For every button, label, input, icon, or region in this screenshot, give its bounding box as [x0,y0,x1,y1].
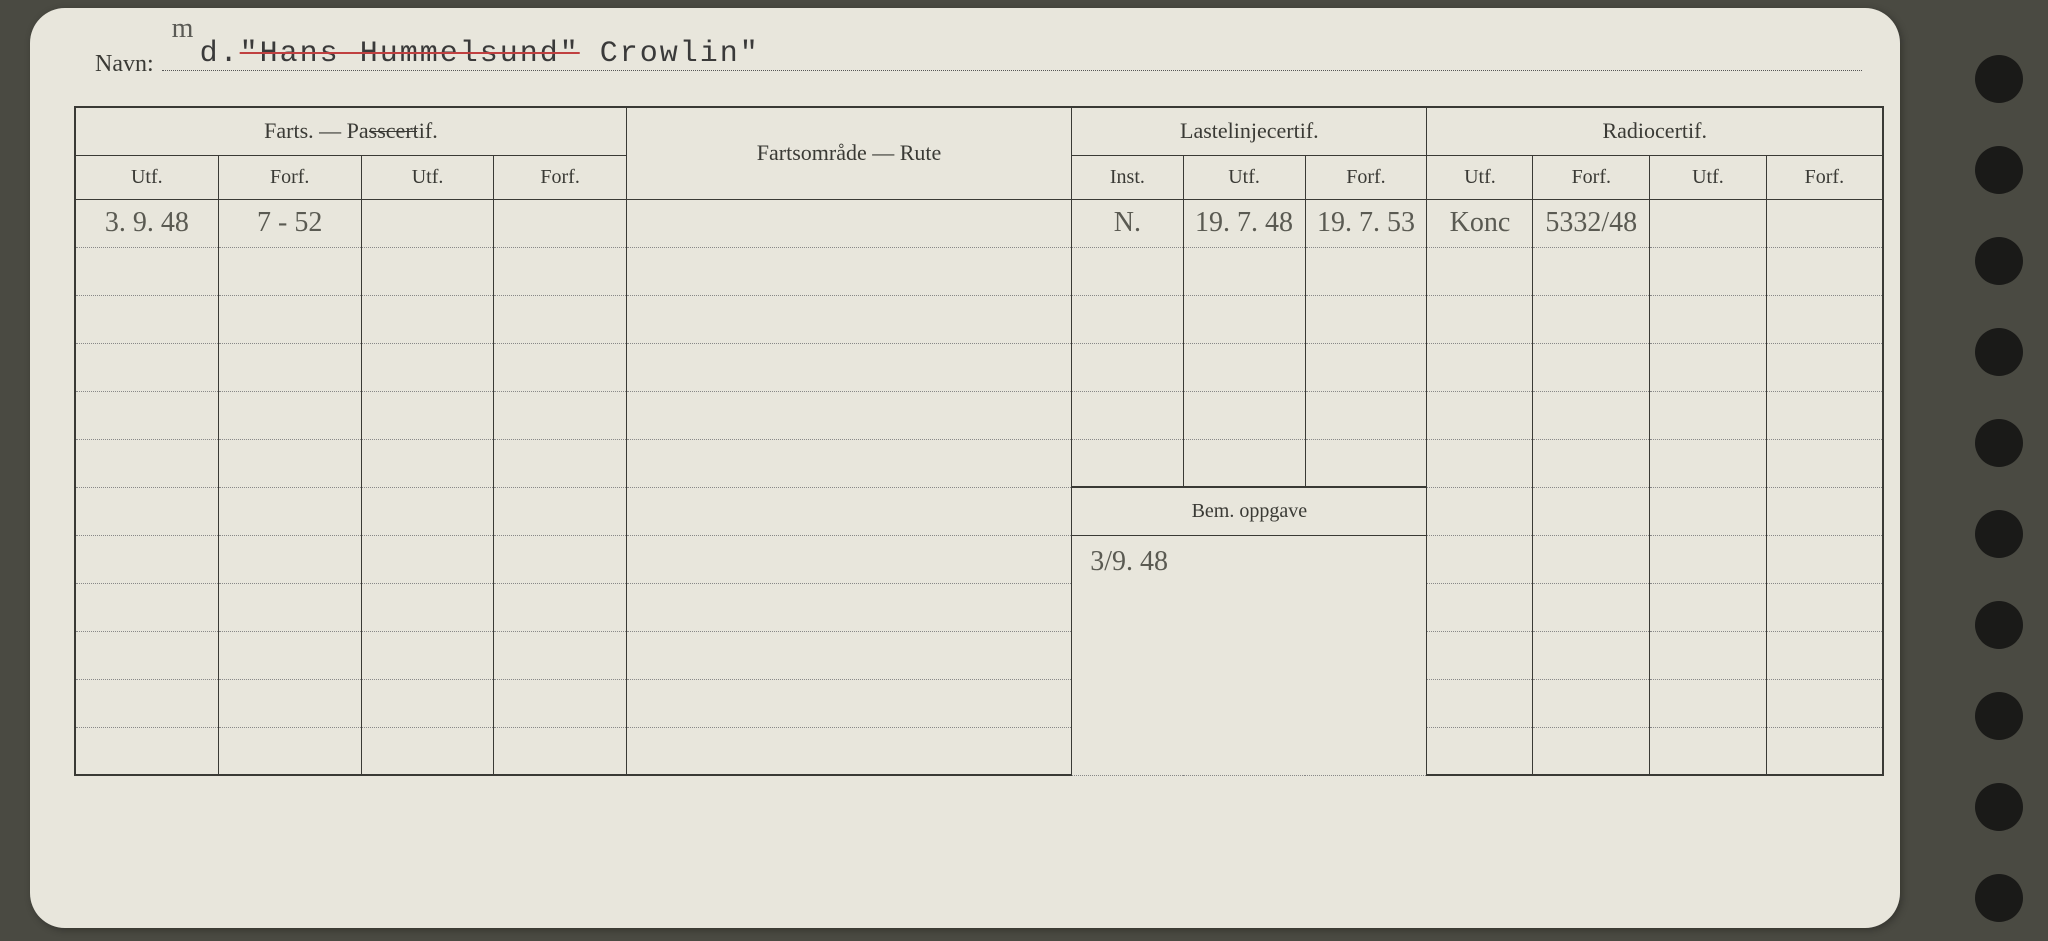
table-row [75,727,1883,775]
navn-typed-prefix: d. [200,37,240,71]
table-row [75,631,1883,679]
table-row [75,391,1883,439]
cell [1650,199,1767,247]
hdr-radio-utf2: Utf. [1650,155,1767,199]
index-card: Navn: m d."Hans Hummelsund" Crowlin" Far… [30,8,1900,928]
cell [1766,199,1883,247]
navn-row: Navn: m d."Hans Hummelsund" Crowlin" [95,43,1862,78]
punch-hole [1975,510,2023,558]
hdr-radio-forf2: Forf. [1766,155,1883,199]
hdr-farts-forf2: Forf. [494,155,627,199]
cell [494,199,627,247]
table-row [75,247,1883,295]
cell-farts-forf: 7 - 52 [218,199,361,247]
navn-typed: d."Hans Hummelsund" Crowlin" [200,37,760,71]
punch-hole [1975,419,2023,467]
punch-hole [1975,783,2023,831]
punch-hole [1975,55,2023,103]
hdr-farts: Farts. — Passcertif. [75,107,626,155]
hdr-bem-oppgave: Bem. oppgave [1072,487,1427,535]
table-row [75,343,1883,391]
table-row [75,439,1883,487]
hdr-farts-utf1: Utf. [75,155,218,199]
cell-laste-inst: N. [1072,199,1183,247]
punch-hole [1975,692,2023,740]
cell [626,199,1071,247]
punch-hole [1975,874,2023,922]
cell [361,199,494,247]
hdr-laste-utf: Utf. [1183,155,1305,199]
navn-current: Crowlin" [600,37,760,71]
hdr-radio-forf1: Forf. [1533,155,1650,199]
punch-hole [1975,146,2023,194]
table-row [75,583,1883,631]
hdr-radio: Radiocertif. [1427,107,1883,155]
certificate-table: Farts. — Passcertif. Fartsområde — Rute … [74,106,1884,776]
cell-radio-forf: 5332/48 [1533,199,1650,247]
navn-handwritten-prefix: m [172,13,194,45]
hdr-laste-inst: Inst. [1072,155,1183,199]
punch-hole [1975,237,2023,285]
hdr-lastelinje: Lastelinjecertif. [1072,107,1427,155]
table-row [75,679,1883,727]
cell-laste-utf: 19. 7. 48 [1183,199,1305,247]
navn-value-line: m d."Hans Hummelsund" Crowlin" [162,43,1862,71]
hdr-radio-utf1: Utf. [1427,155,1533,199]
navn-label: Navn: [95,51,154,78]
table-row: 3/9. 48 [75,535,1883,583]
table-row [75,295,1883,343]
hdr-fartsomrade: Fartsområde — Rute [626,107,1071,199]
hdr-farts-forf1: Forf. [218,155,361,199]
cell-bem-value: 3/9. 48 [1072,535,1427,775]
table-row: 3. 9. 48 7 - 52 N. 19. 7. 48 19. 7. 53 K… [75,199,1883,247]
hdr-laste-forf: Forf. [1305,155,1427,199]
header-row-1: Farts. — Passcertif. Fartsområde — Rute … [75,107,1883,155]
punch-hole [1975,328,2023,376]
punch-hole [1975,601,2023,649]
cell-laste-forf: 19. 7. 53 [1305,199,1427,247]
hdr-farts-utf2: Utf. [361,155,494,199]
table-row: Bem. oppgave [75,487,1883,535]
cell-radio-utf: Konc [1427,199,1533,247]
binder-punch-holes [1975,55,2023,922]
cell-farts-utf: 3. 9. 48 [75,199,218,247]
navn-struck: "Hans Hummelsund" [240,37,580,71]
